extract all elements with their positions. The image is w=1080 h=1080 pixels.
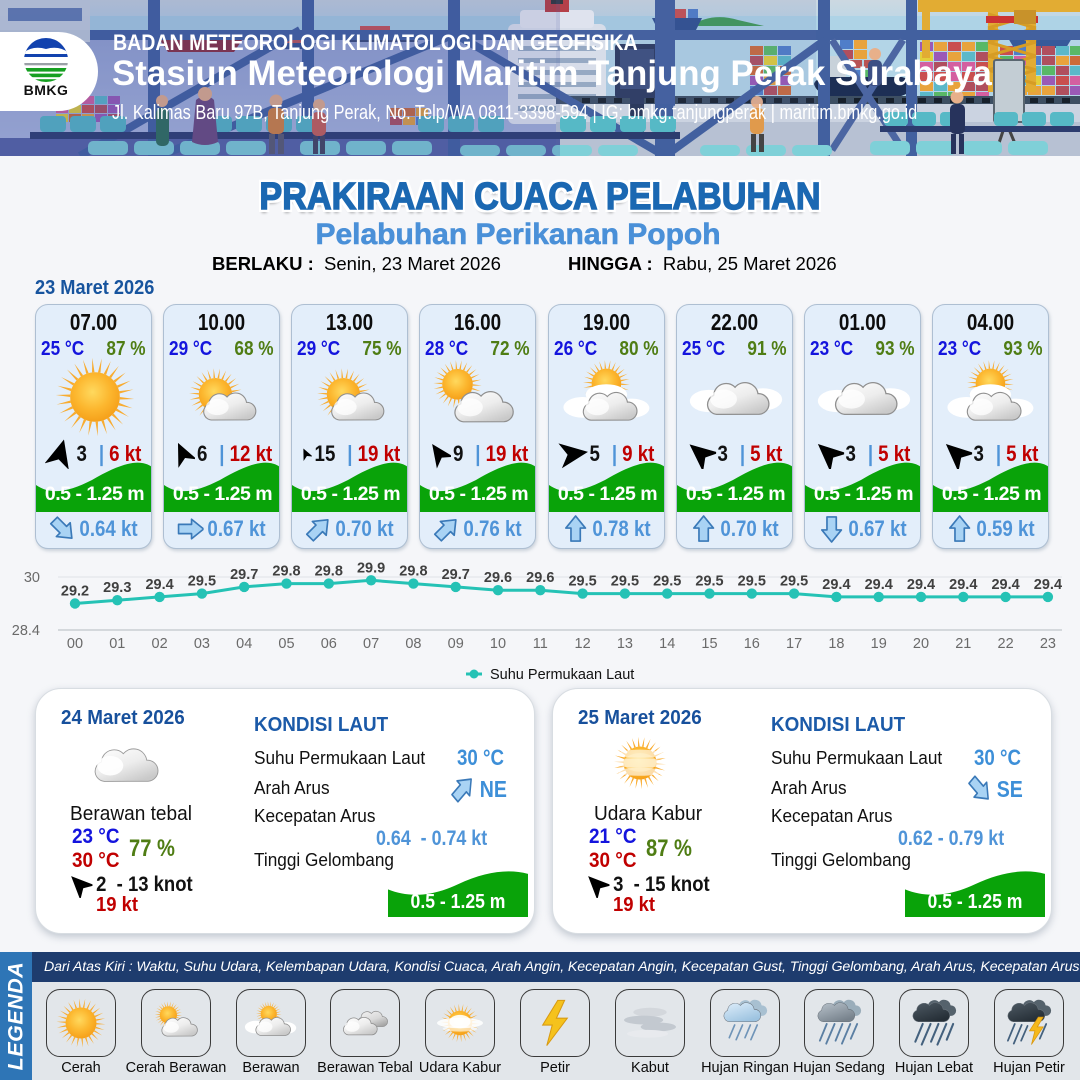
svg-text:29.5: 29.5 bbox=[738, 574, 766, 590]
svg-text:29.8: 29.8 bbox=[399, 564, 427, 580]
svg-text:29.5: 29.5 bbox=[695, 574, 723, 590]
svg-text:10: 10 bbox=[490, 636, 506, 652]
svg-text:29.4: 29.4 bbox=[1034, 577, 1062, 593]
svg-text:30: 30 bbox=[24, 570, 40, 586]
svg-text:29.7: 29.7 bbox=[230, 567, 258, 583]
svg-text:29.5: 29.5 bbox=[188, 574, 216, 590]
svg-text:14: 14 bbox=[659, 636, 675, 652]
svg-text:01: 01 bbox=[109, 636, 125, 652]
svg-text:29.4: 29.4 bbox=[991, 577, 1019, 593]
svg-text:Suhu Permukaan Laut: Suhu Permukaan Laut bbox=[490, 667, 634, 683]
svg-text:22: 22 bbox=[998, 636, 1014, 652]
svg-text:21: 21 bbox=[955, 636, 971, 652]
svg-text:29.7: 29.7 bbox=[442, 567, 470, 583]
svg-text:29.4: 29.4 bbox=[907, 577, 935, 593]
svg-text:05: 05 bbox=[278, 636, 294, 652]
svg-text:08: 08 bbox=[405, 636, 421, 652]
svg-text:BMKG: BMKG bbox=[24, 82, 69, 98]
svg-text:06: 06 bbox=[321, 636, 337, 652]
svg-text:17: 17 bbox=[786, 636, 802, 652]
svg-text:29.5: 29.5 bbox=[568, 574, 596, 590]
svg-text:12: 12 bbox=[575, 636, 591, 652]
svg-text:29.8: 29.8 bbox=[272, 564, 300, 580]
svg-text:29.8: 29.8 bbox=[315, 564, 343, 580]
svg-text:04: 04 bbox=[236, 636, 252, 652]
svg-text:09: 09 bbox=[448, 636, 464, 652]
svg-text:15: 15 bbox=[701, 636, 717, 652]
svg-text:20: 20 bbox=[913, 636, 929, 652]
svg-text:02: 02 bbox=[152, 636, 168, 652]
svg-text:29.4: 29.4 bbox=[822, 577, 850, 593]
svg-text:28.4: 28.4 bbox=[12, 623, 40, 639]
svg-text:29.5: 29.5 bbox=[653, 574, 681, 590]
svg-text:29.3: 29.3 bbox=[103, 580, 131, 596]
svg-text:23: 23 bbox=[1040, 636, 1056, 652]
svg-text:29.5: 29.5 bbox=[611, 574, 639, 590]
svg-text:29.2: 29.2 bbox=[61, 584, 89, 600]
svg-text:07: 07 bbox=[363, 636, 379, 652]
svg-text:29.4: 29.4 bbox=[949, 577, 977, 593]
svg-text:18: 18 bbox=[828, 636, 844, 652]
svg-text:11: 11 bbox=[533, 636, 548, 652]
svg-text:29.5: 29.5 bbox=[780, 574, 808, 590]
svg-text:29.9: 29.9 bbox=[357, 560, 385, 576]
svg-text:29.6: 29.6 bbox=[484, 570, 512, 586]
svg-text:29.6: 29.6 bbox=[526, 570, 554, 586]
svg-text:19: 19 bbox=[871, 636, 887, 652]
svg-text:29.4: 29.4 bbox=[865, 577, 893, 593]
svg-text:00: 00 bbox=[67, 636, 83, 652]
svg-text:16: 16 bbox=[744, 636, 760, 652]
svg-text:13: 13 bbox=[617, 636, 633, 652]
svg-text:03: 03 bbox=[194, 636, 210, 652]
svg-text:29.4: 29.4 bbox=[145, 577, 173, 593]
